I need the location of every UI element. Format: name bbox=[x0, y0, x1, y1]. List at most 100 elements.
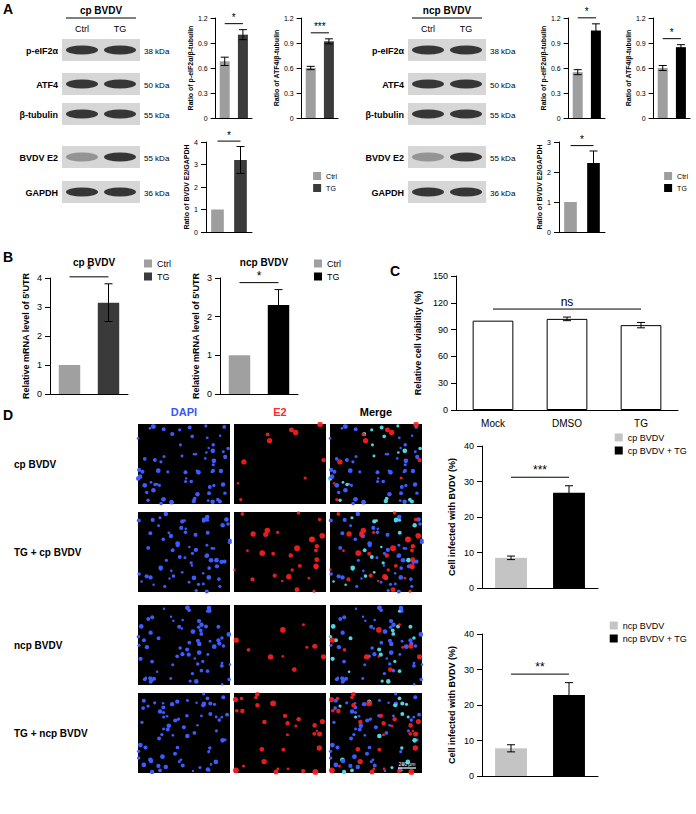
svg-text:4: 4 bbox=[37, 273, 42, 283]
svg-text:**: ** bbox=[535, 660, 545, 674]
svg-text:2: 2 bbox=[547, 169, 551, 176]
svg-text:ns: ns bbox=[561, 295, 574, 309]
svg-text:0.9: 0.9 bbox=[636, 40, 646, 47]
svg-text:A: A bbox=[3, 1, 13, 17]
svg-text:Ratio of BVDV E2/GAPDH: Ratio of BVDV E2/GAPDH bbox=[183, 144, 190, 229]
svg-text:0: 0 bbox=[37, 389, 42, 399]
svg-text:Merge: Merge bbox=[360, 406, 392, 418]
svg-text:cp BVDV: cp BVDV bbox=[628, 433, 665, 443]
svg-text:0: 0 bbox=[557, 115, 561, 122]
svg-text:40: 40 bbox=[464, 441, 474, 451]
svg-text:0.9: 0.9 bbox=[284, 40, 294, 47]
svg-text:β-tubulin: β-tubulin bbox=[366, 110, 404, 120]
svg-text:Ratio of p-eIF2α/β-tubulin: Ratio of p-eIF2α/β-tubulin bbox=[187, 26, 195, 111]
svg-text:30: 30 bbox=[464, 665, 474, 675]
svg-text:p-eIF2α: p-eIF2α bbox=[26, 46, 59, 56]
svg-text:BVDV E2: BVDV E2 bbox=[365, 153, 404, 163]
svg-text:TG + cp BVDV: TG + cp BVDV bbox=[14, 547, 82, 558]
svg-text:TG: TG bbox=[326, 185, 336, 192]
svg-text:Ratio of ATF4/β-tubulin: Ratio of ATF4/β-tubulin bbox=[273, 30, 281, 107]
svg-text:3: 3 bbox=[207, 273, 212, 283]
svg-text:0.9: 0.9 bbox=[551, 40, 561, 47]
svg-text:cp BVDV + TG: cp BVDV + TG bbox=[628, 446, 687, 456]
svg-text:B: B bbox=[3, 249, 13, 265]
svg-text:Ctrl: Ctrl bbox=[421, 24, 435, 34]
svg-text:ncp BVDV + TG: ncp BVDV + TG bbox=[623, 634, 687, 644]
svg-text:50 kDa: 50 kDa bbox=[490, 81, 516, 90]
svg-text:0: 0 bbox=[443, 405, 448, 415]
svg-text:β-tubulin: β-tubulin bbox=[20, 110, 58, 120]
svg-text:Mock: Mock bbox=[481, 418, 506, 429]
svg-text:3: 3 bbox=[547, 139, 551, 146]
svg-text:0: 0 bbox=[547, 229, 551, 236]
svg-text:38 kDa: 38 kDa bbox=[144, 47, 170, 56]
svg-text:cp BVDV: cp BVDV bbox=[14, 459, 57, 470]
svg-text:Ratio of BVDV E2/GAPDH: Ratio of BVDV E2/GAPDH bbox=[536, 144, 543, 229]
svg-text:*: * bbox=[580, 134, 584, 145]
svg-text:0: 0 bbox=[642, 115, 646, 122]
svg-text:*: * bbox=[232, 12, 236, 23]
svg-text:3: 3 bbox=[37, 302, 42, 312]
svg-text:36 kDa: 36 kDa bbox=[490, 189, 516, 198]
svg-text:Ratio of ATF4/β-tubulin: Ratio of ATF4/β-tubulin bbox=[625, 30, 633, 107]
svg-text:Relative cell viability (%): Relative cell viability (%) bbox=[413, 291, 423, 396]
svg-text:36 kDa: 36 kDa bbox=[144, 189, 170, 198]
svg-text:55 kDa: 55 kDa bbox=[144, 154, 170, 163]
svg-text:0.6: 0.6 bbox=[636, 65, 646, 72]
svg-text:***: *** bbox=[533, 463, 547, 477]
svg-text:ATF4: ATF4 bbox=[382, 80, 404, 90]
svg-text:40: 40 bbox=[464, 629, 474, 639]
svg-text:4: 4 bbox=[194, 139, 198, 146]
svg-text:0.3: 0.3 bbox=[636, 90, 646, 97]
svg-text:2: 2 bbox=[207, 312, 212, 322]
svg-text:*: * bbox=[670, 27, 674, 38]
svg-text:1: 1 bbox=[207, 350, 212, 360]
svg-text:GAPDH: GAPDH bbox=[371, 188, 404, 198]
svg-text:ncp BVDV: ncp BVDV bbox=[14, 640, 63, 651]
svg-text:2: 2 bbox=[194, 184, 198, 191]
svg-text:Cell infected with BVDV (%): Cell infected with BVDV (%) bbox=[447, 458, 457, 576]
svg-text:0.9: 0.9 bbox=[198, 40, 208, 47]
svg-text:20: 20 bbox=[464, 512, 474, 522]
svg-text:Ctrl: Ctrl bbox=[75, 24, 89, 34]
svg-text:ATF4: ATF4 bbox=[36, 80, 58, 90]
svg-text:0.6: 0.6 bbox=[551, 65, 561, 72]
svg-text:TG: TG bbox=[114, 24, 127, 34]
svg-text:p-eIF2α: p-eIF2α bbox=[372, 46, 405, 56]
svg-text:0: 0 bbox=[207, 389, 212, 399]
svg-text:0.6: 0.6 bbox=[284, 65, 294, 72]
svg-text:0: 0 bbox=[469, 583, 474, 593]
svg-text:55 kDa: 55 kDa bbox=[490, 154, 516, 163]
svg-text:Relative mRNA level of 5'UTR: Relative mRNA level of 5'UTR bbox=[21, 273, 31, 399]
svg-text:20: 20 bbox=[464, 700, 474, 710]
svg-text:TG: TG bbox=[157, 272, 170, 282]
svg-text:*: * bbox=[257, 269, 262, 283]
svg-text:0: 0 bbox=[290, 115, 294, 122]
svg-text:*: * bbox=[227, 130, 231, 141]
svg-text:Cell infected with BVDV (%): Cell infected with BVDV (%) bbox=[447, 646, 457, 764]
svg-text:55 kDa: 55 kDa bbox=[144, 111, 170, 120]
svg-text:D: D bbox=[3, 407, 13, 423]
svg-text:Ctrl: Ctrl bbox=[157, 259, 171, 269]
svg-text:200 μm: 200 μm bbox=[399, 761, 416, 767]
svg-text:TG: TG bbox=[677, 185, 687, 192]
svg-text:cp BVDV: cp BVDV bbox=[80, 5, 123, 16]
svg-text:TG: TG bbox=[327, 272, 340, 282]
svg-text:0.6: 0.6 bbox=[198, 65, 208, 72]
svg-text:DMSO: DMSO bbox=[552, 418, 582, 429]
svg-text:1.2: 1.2 bbox=[284, 15, 294, 22]
svg-text:1.2: 1.2 bbox=[198, 15, 208, 22]
svg-text:1: 1 bbox=[194, 206, 198, 213]
svg-text:0.3: 0.3 bbox=[284, 90, 294, 97]
svg-text:1: 1 bbox=[37, 360, 42, 370]
svg-text:C: C bbox=[390, 263, 400, 279]
svg-text:***: *** bbox=[314, 21, 326, 32]
svg-text:0.3: 0.3 bbox=[551, 90, 561, 97]
svg-text:2: 2 bbox=[37, 331, 42, 341]
svg-text:0: 0 bbox=[194, 229, 198, 236]
svg-text:*: * bbox=[585, 6, 589, 17]
svg-text:DAPI: DAPI bbox=[171, 406, 197, 418]
svg-text:30: 30 bbox=[464, 477, 474, 487]
svg-text:Ctrl: Ctrl bbox=[677, 173, 688, 180]
svg-text:150: 150 bbox=[433, 271, 448, 281]
